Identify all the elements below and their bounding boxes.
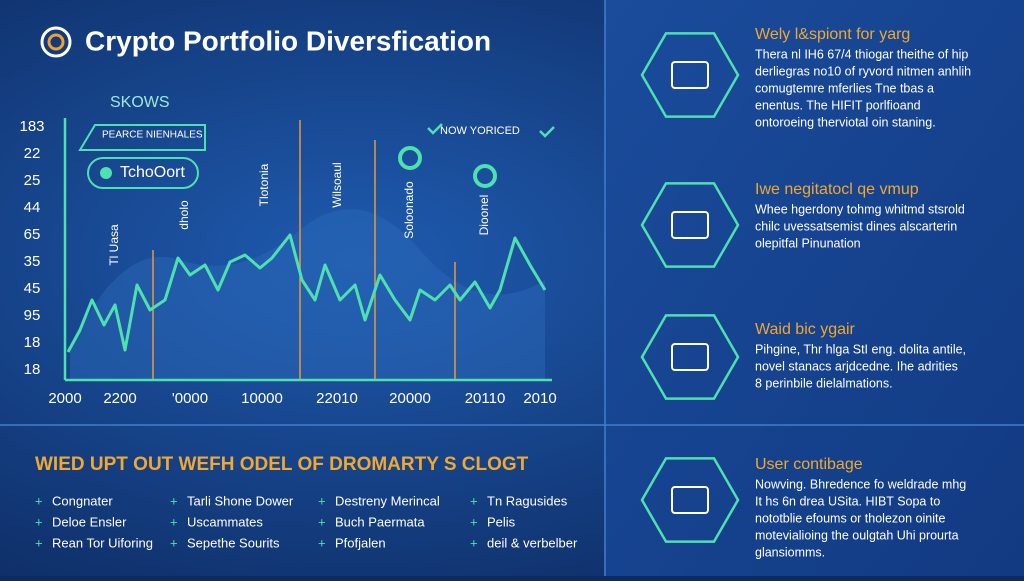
bullet: + bbox=[470, 493, 478, 508]
item-text: novel stanacs arjdcedne. Ihe adrities bbox=[755, 359, 958, 373]
area-glow bbox=[70, 209, 545, 380]
bullet: + bbox=[318, 493, 326, 508]
item-heading: User contibage bbox=[755, 456, 863, 473]
y-label: 18 bbox=[24, 334, 41, 351]
list-item: Destreny Merincal bbox=[335, 493, 440, 508]
hex-icon bbox=[640, 32, 740, 118]
item-text: nototblie efoums or tholezon oinite bbox=[755, 511, 945, 525]
hex-icon bbox=[640, 314, 740, 400]
pill bbox=[87, 157, 199, 189]
list-item: Buch Paermata bbox=[335, 514, 425, 529]
list-item: Congnater bbox=[52, 493, 113, 508]
y-label: 45 bbox=[24, 280, 41, 297]
item-text: ontoroeing therviotal oin staning. bbox=[755, 115, 936, 129]
item-heading: Iwe negitatocl qe vmup bbox=[755, 181, 919, 198]
y-label: 25 bbox=[24, 172, 41, 189]
y-label: 35 bbox=[24, 253, 41, 270]
list-item: Tarli Shone Dower bbox=[187, 493, 294, 508]
list-item: Tn Ragusides bbox=[487, 493, 568, 508]
trend-line bbox=[66, 233, 547, 353]
marker-label: NOW YORICED bbox=[440, 125, 520, 137]
marker-lines bbox=[152, 120, 456, 380]
icon-glyph bbox=[671, 486, 709, 514]
bullet: + bbox=[35, 493, 43, 508]
x-label: 20000 bbox=[389, 390, 431, 407]
list-item: Uscammates bbox=[187, 514, 263, 529]
pill-label: TchoOort bbox=[120, 164, 185, 181]
item-text: glansiomms. bbox=[755, 545, 825, 559]
y-label: 65 bbox=[24, 226, 41, 243]
column-label: Tl Uasa bbox=[107, 224, 121, 266]
x-label: 2200 bbox=[103, 390, 136, 407]
checkmarks bbox=[427, 123, 555, 138]
bullet: + bbox=[35, 535, 43, 550]
box-label: PEARCE NIENHALES bbox=[102, 130, 203, 141]
column-label: Tlotonia bbox=[257, 163, 271, 206]
item-text: 8 perinbile dielalmations. bbox=[755, 376, 893, 390]
bullet: + bbox=[470, 514, 478, 529]
list-item: Pelis bbox=[487, 514, 516, 529]
bullet: + bbox=[170, 514, 178, 529]
item-text: Thera nl IH6 67/4 thiogar theithe of hip bbox=[755, 47, 968, 61]
item-text: motevialioing the oulgtah Uhi prourta bbox=[755, 528, 959, 542]
item-text: derliegras no10 of ryvord nitmen anhlih bbox=[755, 64, 971, 78]
icon-glyph bbox=[671, 61, 709, 89]
list-item: deil & verbelber bbox=[487, 535, 578, 550]
bullet: + bbox=[35, 514, 43, 529]
side-panel bbox=[605, 0, 1024, 576]
item-text: Nowving. Bhredence fo weldrade mhg bbox=[755, 477, 966, 491]
title: Crypto Portfolio Diversfication bbox=[85, 25, 491, 56]
icon-glyph bbox=[671, 343, 709, 371]
bullet: + bbox=[318, 535, 326, 550]
item-text: enentus. The HIFIT porlfioand bbox=[755, 98, 921, 112]
list-item: Rean Tor Uiforing bbox=[52, 535, 153, 550]
item-heading: Waid bic ygair bbox=[755, 321, 856, 338]
x-label: 20110 bbox=[465, 390, 506, 407]
chart-label: SKOWS bbox=[110, 94, 170, 111]
x-label: 10000 bbox=[241, 390, 283, 407]
x-label: 2010 bbox=[523, 390, 556, 407]
column-label: Wilsoaul bbox=[330, 162, 344, 207]
y-label: 183 bbox=[19, 118, 44, 135]
y-label: 22 bbox=[24, 145, 41, 162]
bullet: + bbox=[470, 535, 478, 550]
x-label: '0000 bbox=[172, 390, 208, 407]
node bbox=[398, 146, 422, 170]
column-label: Soloonado bbox=[402, 181, 416, 239]
list-item: Sepethe Sourits bbox=[187, 535, 280, 550]
item-text: Whee hgerdony tohmg whitmd stsrold bbox=[755, 202, 965, 216]
item-text: chilc uvessatsemist dines alscarterin bbox=[755, 219, 957, 233]
node bbox=[473, 164, 497, 188]
y-label: 44 bbox=[24, 199, 41, 216]
x-label: 2000 bbox=[48, 390, 81, 407]
logo-icon bbox=[40, 26, 72, 58]
bullet: + bbox=[170, 535, 178, 550]
list-item: Pfofjalen bbox=[335, 535, 386, 550]
hex-icon bbox=[640, 457, 740, 543]
y-label: 18 bbox=[24, 361, 41, 378]
label-box bbox=[78, 124, 206, 151]
item-text: olepitfal Pinunation bbox=[755, 236, 861, 250]
column-label: Dioonel bbox=[477, 195, 491, 236]
x-label: 22010 bbox=[316, 390, 358, 407]
list-item: Deloe Ensler bbox=[52, 514, 127, 529]
icon-glyph bbox=[671, 211, 709, 239]
y-label: 95 bbox=[24, 307, 41, 324]
bullet: + bbox=[318, 514, 326, 529]
item-heading: Wely l&spiont for yarg bbox=[755, 26, 910, 43]
item-text: It hs 6n drea USita. HIBT Sopa to bbox=[755, 494, 940, 508]
hex-icon bbox=[640, 182, 740, 268]
item-text: Pihgine, Thr hlga StI eng. dolita antile… bbox=[755, 342, 966, 356]
bullet: + bbox=[170, 493, 178, 508]
pill-dot bbox=[100, 167, 112, 179]
item-text: comugtemre mferlies Tne tbas a bbox=[755, 81, 934, 95]
section-heading: WIED UPT OUT WEFH ODEL OF DROMARTY S CLO… bbox=[35, 454, 529, 475]
column-label: dholo bbox=[177, 200, 191, 230]
